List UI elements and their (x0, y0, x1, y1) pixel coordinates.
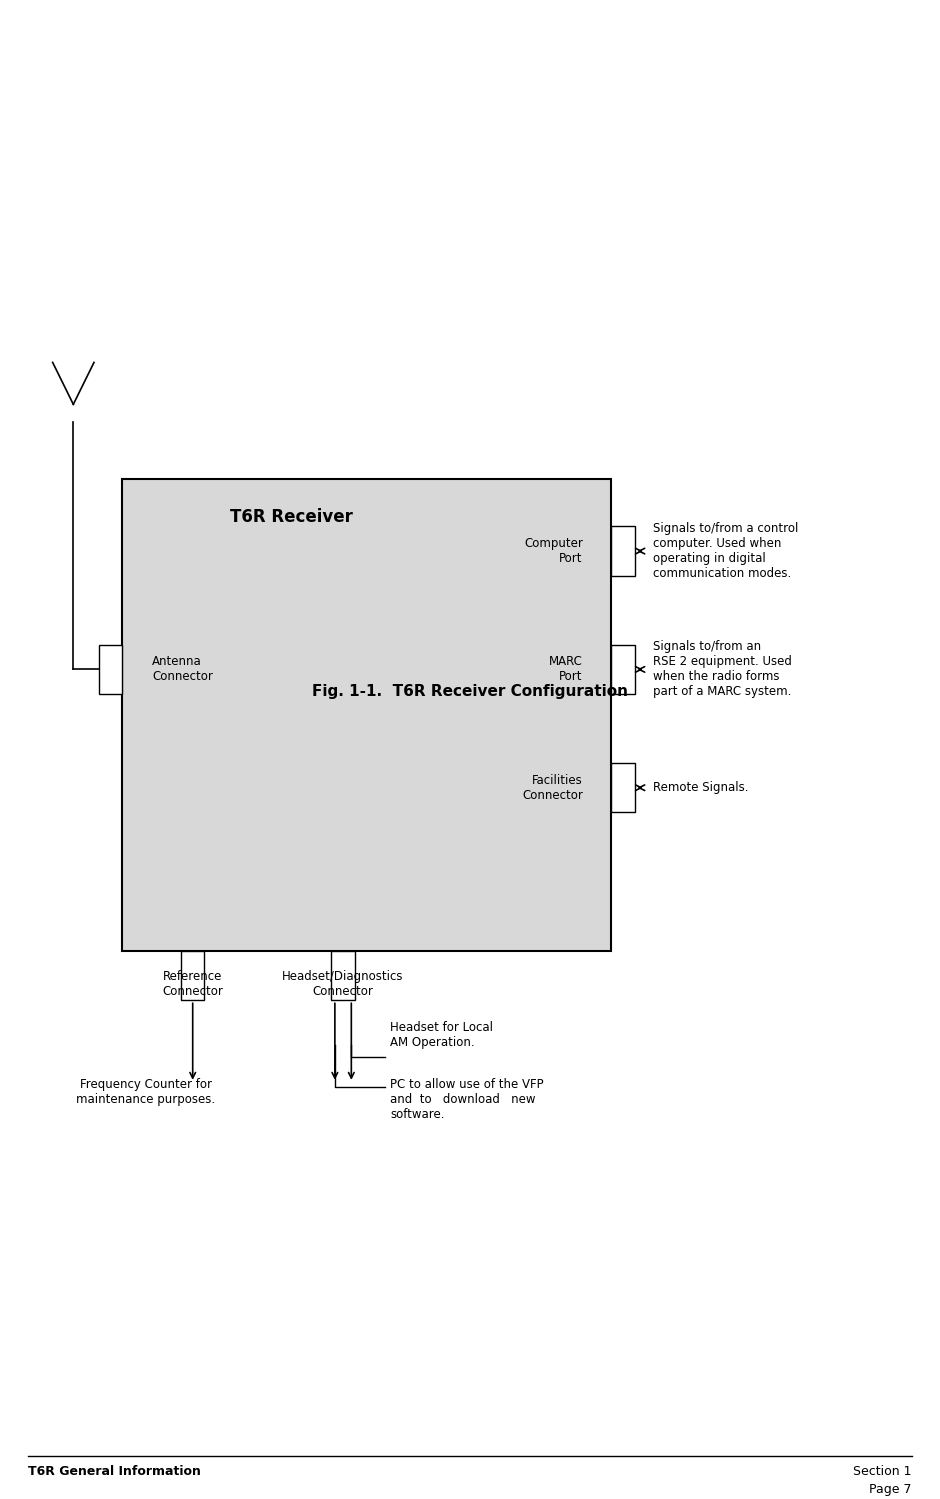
Text: Remote Signals.: Remote Signals. (653, 781, 749, 794)
Text: Headset/Diagnostics
Connector: Headset/Diagnostics Connector (282, 970, 404, 998)
Bar (611, 645, 634, 694)
Text: Frequency Counter for
maintenance purposes.: Frequency Counter for maintenance purpos… (76, 1078, 215, 1106)
Bar (611, 526, 634, 576)
Bar (180, 950, 205, 1000)
Text: Facilities
Connector: Facilities Connector (522, 773, 583, 802)
Bar (331, 950, 354, 1000)
Bar (99, 645, 122, 694)
Text: Computer
Port: Computer Port (524, 537, 583, 565)
Text: T6R General Information: T6R General Information (28, 1465, 201, 1478)
Text: Fig. 1-1.  T6R Receiver Configuration: Fig. 1-1. T6R Receiver Configuration (312, 685, 628, 700)
Text: Headset for Local
AM Operation.: Headset for Local AM Operation. (390, 1021, 494, 1049)
Text: Antenna
Connector: Antenna Connector (152, 655, 213, 684)
Text: MARC
Port: MARC Port (549, 655, 583, 684)
Text: Section 1: Section 1 (854, 1465, 912, 1478)
Bar (611, 763, 634, 812)
Text: Reference
Connector: Reference Connector (163, 970, 223, 998)
Text: Signals to/from a control
computer. Used when
operating in digital
communication: Signals to/from a control computer. Used… (653, 522, 799, 580)
Text: Signals to/from an
RSE 2 equipment. Used
when the radio forms
part of a MARC sys: Signals to/from an RSE 2 equipment. Used… (653, 640, 792, 699)
Bar (122, 480, 611, 950)
Text: Page 7: Page 7 (870, 1483, 912, 1496)
Text: T6R Receiver: T6R Receiver (230, 508, 352, 526)
Text: PC to allow use of the VFP
and  to   download   new
software.: PC to allow use of the VFP and to downlo… (390, 1078, 543, 1121)
